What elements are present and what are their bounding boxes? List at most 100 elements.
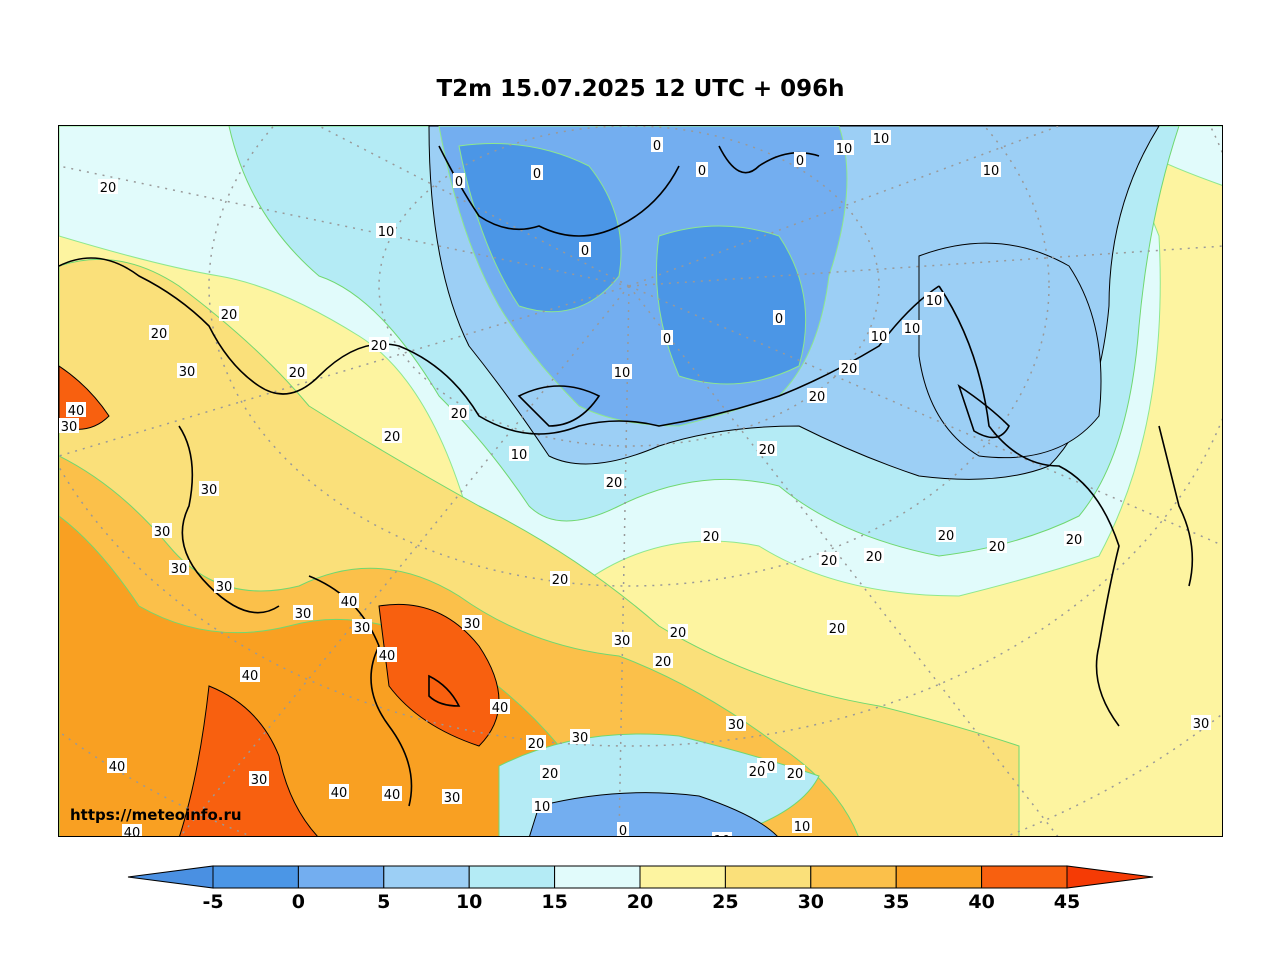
contour-label: 20	[382, 428, 402, 445]
contour-label: 40	[107, 758, 127, 775]
colorbar-arrow-high	[1066, 865, 1154, 889]
svg-text:30: 30	[614, 634, 631, 649]
svg-text:20: 20	[552, 573, 569, 588]
contour-label: 0	[651, 137, 663, 154]
contour-label: 20	[98, 179, 118, 196]
contour-label: 20	[757, 441, 777, 458]
svg-text:0: 0	[653, 139, 661, 154]
field-0-5-south	[529, 792, 778, 836]
svg-text:0: 0	[663, 332, 671, 347]
contour-label: 20	[668, 624, 688, 641]
svg-text:20: 20	[759, 443, 776, 458]
svg-text:10: 10	[378, 225, 395, 240]
contour-label: 40	[122, 824, 142, 837]
contour-label: 30	[59, 418, 79, 435]
svg-text:30: 30	[728, 718, 745, 733]
svg-text:20: 20	[151, 327, 168, 342]
contour-label: 20	[785, 765, 805, 782]
svg-text:0: 0	[698, 164, 706, 179]
svg-text:20: 20	[542, 767, 559, 782]
contour-label: 10	[924, 292, 944, 309]
contour-label: 30	[352, 619, 372, 636]
svg-text:20: 20	[749, 765, 766, 780]
contour-label: 10	[532, 798, 552, 815]
contour-label: 20	[701, 528, 721, 545]
contour-label: 40	[339, 593, 359, 610]
svg-text:10: 10	[983, 164, 1000, 179]
svg-text:0: 0	[796, 154, 804, 169]
svg-text:20: 20	[866, 550, 883, 565]
colorbar-tick-label: 10	[455, 891, 483, 913]
contour-label: 20	[864, 548, 884, 565]
contour-label: 30	[214, 578, 234, 595]
colorbar-bin-30_35	[810, 865, 897, 889]
svg-text:30: 30	[201, 483, 218, 498]
svg-text:40: 40	[384, 788, 401, 803]
svg-text:20: 20	[528, 737, 545, 752]
contour-label: 0	[579, 242, 591, 259]
contour-label: 10	[902, 320, 922, 337]
contour-label: 40	[329, 784, 349, 801]
svg-text:20: 20	[821, 554, 838, 569]
colorbar-tick-label: 0	[291, 891, 305, 913]
contour-label: 30	[462, 615, 482, 632]
contour-label: 40	[240, 667, 260, 684]
colorbar-bin-10_15	[468, 865, 556, 889]
svg-text:20: 20	[655, 655, 672, 670]
contour-label: 40	[66, 402, 86, 419]
map-fields	[59, 126, 1222, 836]
svg-text:0: 0	[775, 312, 783, 327]
contour-label: 20	[827, 620, 847, 637]
contour-label: 20	[1064, 531, 1084, 548]
contour-label: 20	[819, 552, 839, 569]
svg-text:40: 40	[124, 826, 141, 837]
svg-text:40: 40	[109, 760, 126, 775]
contour-label: 20	[550, 571, 570, 588]
contour-label: 30	[293, 605, 313, 622]
svg-text:10: 10	[614, 366, 631, 381]
contour-label: 30	[612, 632, 632, 649]
svg-text:20: 20	[100, 181, 117, 196]
field-minus5-0	[458, 143, 807, 385]
svg-text:40: 40	[379, 649, 396, 664]
contour-label: 40	[490, 699, 510, 716]
colorbar-bin-5_10	[383, 865, 470, 889]
svg-text:30: 30	[354, 621, 371, 636]
contour-label: 20	[653, 653, 673, 670]
colorbar-tick-label: -5	[202, 891, 224, 913]
contour-label: 10	[869, 328, 889, 345]
contour-label: 30	[570, 729, 590, 746]
contour-label: 40	[382, 786, 402, 803]
svg-text:30: 30	[179, 365, 196, 380]
svg-text:40: 40	[341, 595, 358, 610]
contour-label: 0	[531, 165, 543, 182]
colorbar-bin-35_40	[895, 865, 983, 889]
svg-text:40: 40	[331, 786, 348, 801]
svg-text:30: 30	[464, 617, 481, 632]
colorbar-tick-label: 35	[882, 891, 910, 913]
colorbar-tick-label: 5	[377, 891, 391, 913]
svg-text:20: 20	[841, 362, 858, 377]
svg-text:20: 20	[221, 308, 238, 323]
contour-label: 0	[453, 173, 465, 190]
contour-label: 40	[377, 647, 397, 664]
svg-text:20: 20	[670, 626, 687, 641]
colorbar-bin-20_25	[639, 865, 726, 889]
colorbar-bin-25_30	[724, 865, 812, 889]
colorbar-tick-label: 40	[968, 891, 995, 913]
svg-text:30: 30	[1193, 717, 1210, 732]
contour-label: 20	[149, 325, 169, 342]
svg-text:20: 20	[451, 407, 468, 422]
colorbar-bin-0_5	[297, 865, 385, 889]
contour-label: 30	[726, 716, 746, 733]
contour-label: 10	[834, 140, 854, 157]
contour-label: 0	[617, 822, 629, 836]
contour-label: 30	[177, 363, 197, 380]
svg-text:20: 20	[829, 622, 846, 637]
contour-label: 0	[661, 330, 673, 347]
contour-label: 10	[612, 364, 632, 381]
colorbar-tick-label: 15	[541, 891, 568, 913]
svg-text:30: 30	[444, 791, 461, 806]
svg-text:20: 20	[989, 540, 1006, 555]
